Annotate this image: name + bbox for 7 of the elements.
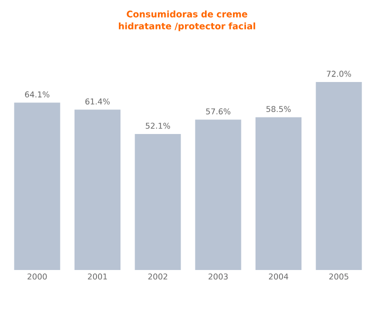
bar	[256, 117, 302, 270]
bar	[316, 82, 362, 270]
bar	[195, 120, 242, 270]
bar	[134, 134, 181, 270]
bar	[74, 110, 120, 270]
chart-title: Consumidoras de creme hidratante /protector facial	[118, 10, 256, 32]
bar	[14, 102, 60, 270]
